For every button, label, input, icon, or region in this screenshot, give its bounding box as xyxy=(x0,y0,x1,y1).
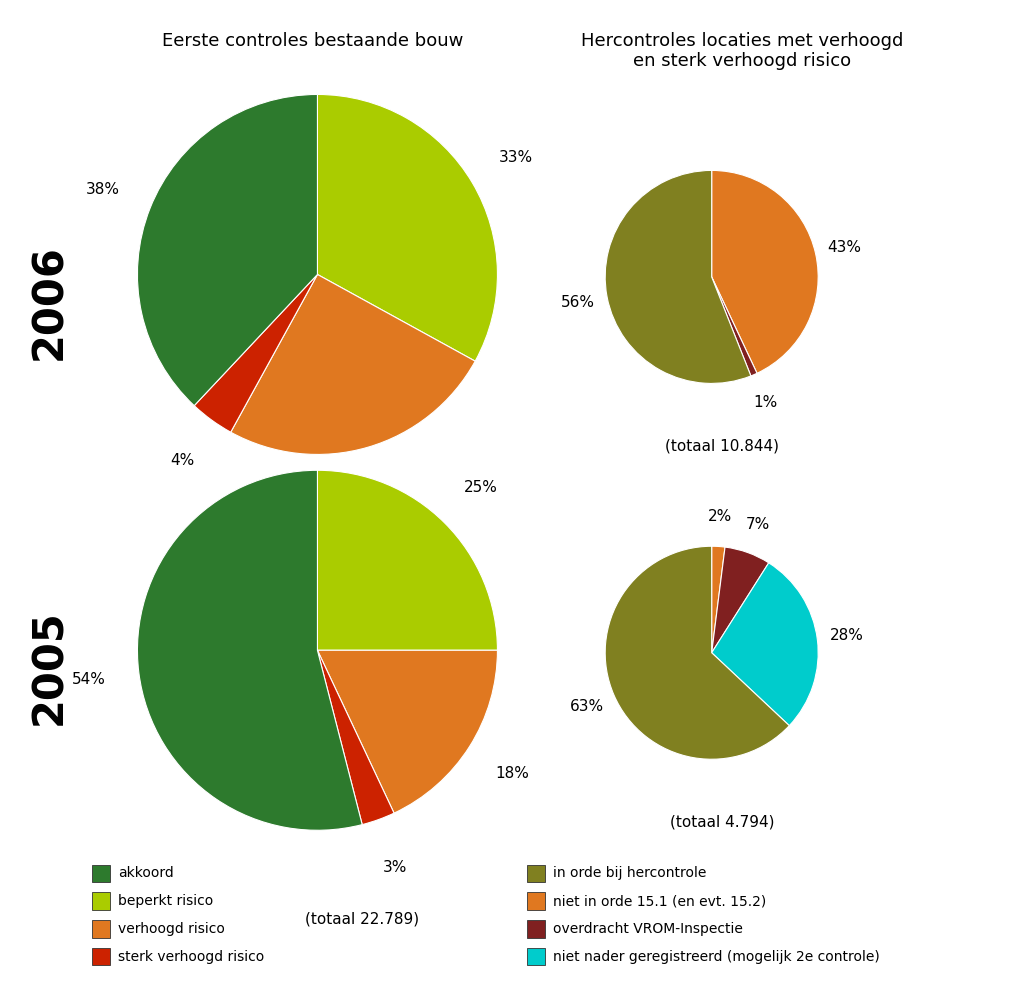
Text: 56%: 56% xyxy=(561,295,595,310)
Text: 43%: 43% xyxy=(827,239,862,255)
Text: Eerste controles bestaande bouw: Eerste controles bestaande bouw xyxy=(162,32,463,49)
Text: (totaal 22.789): (totaal 22.789) xyxy=(305,911,420,927)
Text: 4%: 4% xyxy=(170,453,195,469)
Text: in orde bij hercontrole: in orde bij hercontrole xyxy=(553,866,707,880)
Wedge shape xyxy=(712,546,725,653)
Text: 54%: 54% xyxy=(72,672,105,686)
Text: overdracht VROM-Inspectie: overdracht VROM-Inspectie xyxy=(553,922,742,936)
Wedge shape xyxy=(317,470,498,651)
Wedge shape xyxy=(317,94,498,361)
Wedge shape xyxy=(712,277,757,376)
Wedge shape xyxy=(317,651,394,825)
Text: niet nader geregistreerd (mogelijk 2e controle): niet nader geregistreerd (mogelijk 2e co… xyxy=(553,949,880,963)
Text: (totaal 10.844): (totaal 10.844) xyxy=(666,439,779,454)
Text: niet in orde 15.1 (en evt. 15.2): niet in orde 15.1 (en evt. 15.2) xyxy=(553,894,766,908)
Wedge shape xyxy=(317,651,498,813)
Wedge shape xyxy=(605,170,751,384)
Text: akkoord: akkoord xyxy=(118,866,173,880)
Wedge shape xyxy=(712,170,818,373)
Text: 38%: 38% xyxy=(86,182,120,197)
Text: 2005: 2005 xyxy=(28,609,71,726)
Wedge shape xyxy=(712,547,769,653)
Wedge shape xyxy=(195,274,317,432)
Wedge shape xyxy=(712,563,818,726)
Text: sterk verhoogd risico: sterk verhoogd risico xyxy=(118,949,264,963)
Text: 63%: 63% xyxy=(569,699,603,714)
Wedge shape xyxy=(605,546,790,760)
Text: 1%: 1% xyxy=(754,395,778,409)
Text: Hercontroles locaties met verhoogd
en sterk verhoogd risico: Hercontroles locaties met verhoogd en st… xyxy=(582,32,903,70)
Wedge shape xyxy=(137,470,362,830)
Text: beperkt risico: beperkt risico xyxy=(118,894,213,908)
Text: (totaal 37.905): (totaal 37.905) xyxy=(305,535,420,551)
Wedge shape xyxy=(230,274,475,454)
Text: 3%: 3% xyxy=(383,859,408,874)
Text: (totaal 4.794): (totaal 4.794) xyxy=(670,815,774,830)
Text: 2%: 2% xyxy=(709,509,732,524)
Text: verhoogd risico: verhoogd risico xyxy=(118,922,224,936)
Text: 28%: 28% xyxy=(830,628,864,643)
Text: 18%: 18% xyxy=(495,766,529,781)
Text: 25%: 25% xyxy=(464,480,498,494)
Text: 25%: 25% xyxy=(365,489,398,503)
Text: 2006: 2006 xyxy=(28,243,71,360)
Wedge shape xyxy=(137,94,317,405)
Text: 7%: 7% xyxy=(745,517,770,532)
Text: 33%: 33% xyxy=(499,149,532,164)
